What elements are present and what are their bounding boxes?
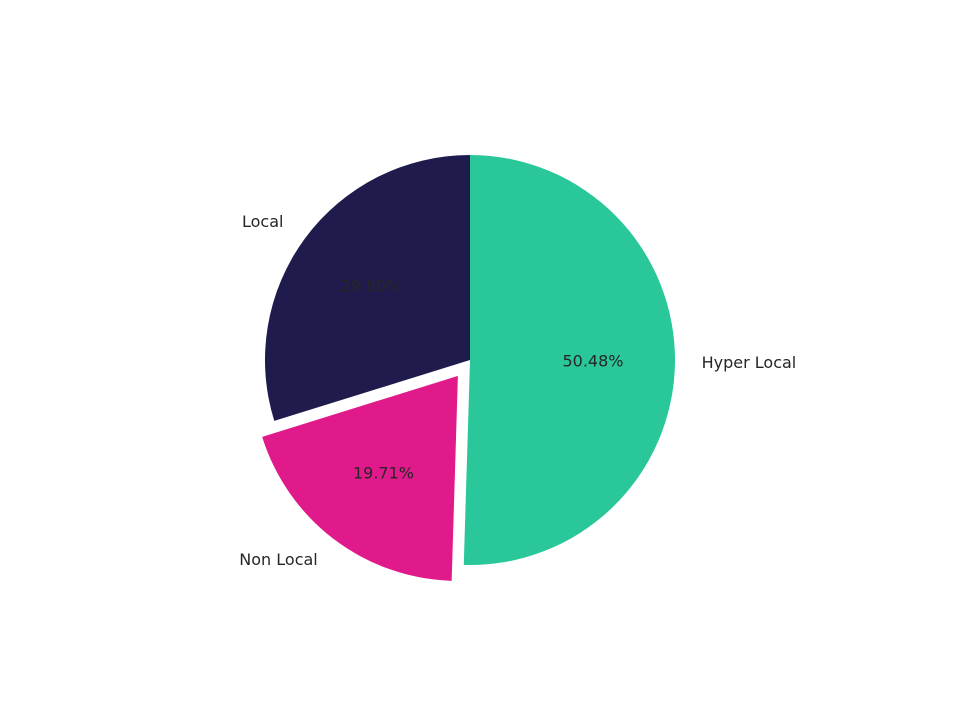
slice-label: Non Local: [239, 550, 317, 569]
pct-label: 19.71%: [353, 463, 414, 482]
slice-label: Hyper Local: [702, 353, 797, 372]
pct-label: 50.48%: [562, 351, 623, 370]
slice-label: Local: [242, 212, 283, 231]
pie-chart: 29.80% Local 19.71% Non Local 50.48% Hyper Lo…: [0, 0, 960, 720]
pct-label: 29.80%: [340, 277, 401, 296]
